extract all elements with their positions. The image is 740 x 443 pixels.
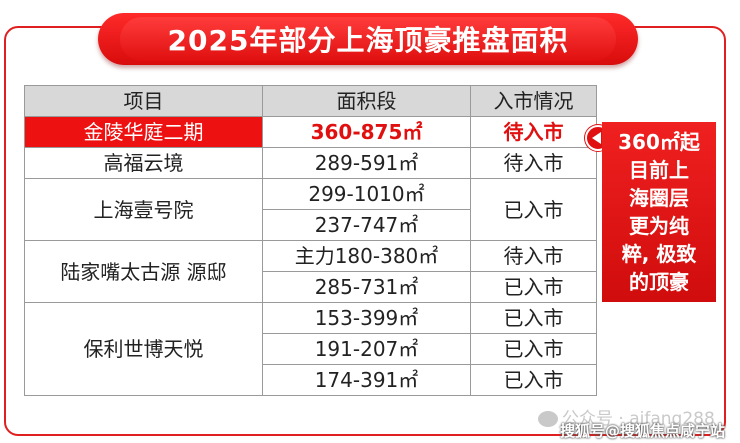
table-header-row: 项目 面积段 入市情况 [24,85,597,117]
area-cell: 174-391㎡ [262,364,471,396]
status-cell: 已入市 [470,302,597,334]
highlight-callout: 360㎡起 目前上 海圈层 更为纯 粹, 极致 的顶豪 [602,122,716,302]
status-cell: 已入市 [470,178,597,241]
table-row: 保利世博天悦 153-399㎡ 已入市 [24,302,597,396]
status-cell: 已入市 [470,271,597,303]
table-row: 上海壹号院 299-1010㎡ 已入市 [24,178,597,241]
title-banner-inner [120,17,616,61]
header-area: 面积段 [262,85,471,117]
status-cell: 待入市 [470,116,597,148]
source-credit: 搜狐号@搜狐焦点咸宁站 [560,422,726,440]
area-cell: 299-1010㎡ [262,178,471,210]
header-project: 项目 [24,85,263,117]
callout-line: 海圈层 [629,186,689,210]
callout-line: 360㎡起 [618,130,700,154]
wechat-icon [538,411,558,427]
project-cell: 陆家嘴太古源 源邸 [24,240,263,303]
area-cell: 289-591㎡ [262,147,471,179]
table-row: 高福云境 289-591㎡ 待入市 [24,147,597,179]
project-cell: 高福云境 [24,147,263,179]
callout-line: 粹, 极致 [621,242,697,266]
status-cell: 待入市 [470,240,597,272]
area-cell: 153-399㎡ [262,302,471,334]
watermark: 公众号 · aifang288 [538,404,715,429]
page-title: 2025年部分上海顶豪推盘面积 [167,24,569,57]
header-status: 入市情况 [470,85,597,117]
area-cell: 285-731㎡ [262,271,471,303]
watermark-text: 公众号 · aifang288 [562,409,715,429]
table-row: 陆家嘴太古源 源邸 主力180-380㎡ 待入市 [24,240,597,303]
area-table: 项目 面积段 入市情况 金陵华庭二期 360-875㎡ 待入市 高福云境 289… [24,85,597,396]
callout-line: 更为纯 [629,214,689,238]
project-cell: 金陵华庭二期 [24,116,263,148]
area-cell: 主力180-380㎡ [262,240,471,272]
area-cell: 360-875㎡ [262,116,471,148]
table-row: 237-747㎡ [25,209,597,241]
area-cell: 191-207㎡ [262,333,471,365]
status-cell: 已入市 [470,364,597,396]
project-cell: 保利世博天悦 [24,302,263,396]
status-cell: 已入市 [470,333,597,365]
project-cell: 上海壹号院 [24,178,263,241]
table-row: 金陵华庭二期 360-875㎡ 待入市 [24,116,597,148]
title-banner: 2025年部分上海顶豪推盘面积 [98,13,638,65]
table-row: 174-391㎡ 已入市 [25,364,597,396]
callout-line: 的顶豪 [629,270,689,294]
callout-line: 目前上 [629,158,689,182]
area-cell: 237-747㎡ [262,209,471,241]
status-cell: 待入市 [470,147,597,179]
